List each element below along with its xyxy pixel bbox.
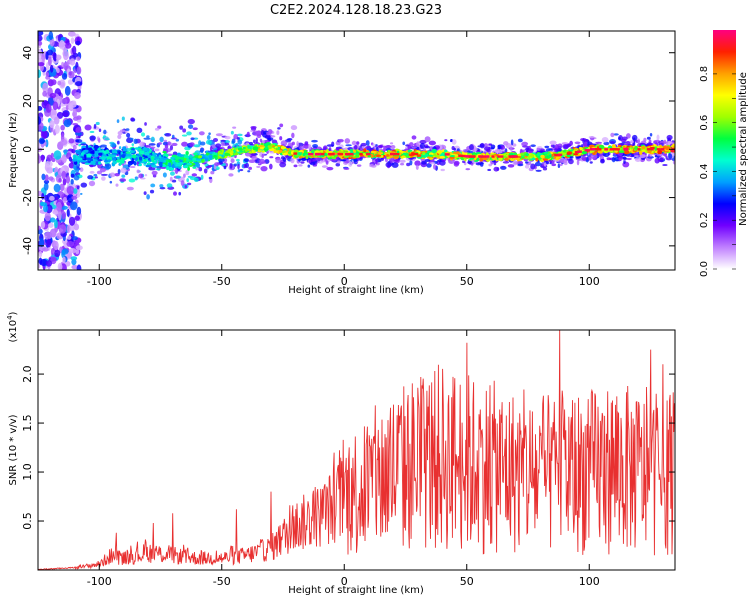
snr-y-tick-label: 1.0: [21, 463, 34, 481]
spectrogram-y-tick-label: 20: [21, 94, 34, 108]
spectrogram-y-tick-label: 40: [21, 46, 34, 60]
snr-ticks: -100 -50 0 50 100 0.5 1.0 1.5 2.0: [21, 330, 675, 588]
spectrogram-frame: [37, 30, 676, 271]
spectrogram-x-tick-label: 100: [579, 275, 600, 288]
snr-x-tick-label: -50: [213, 575, 231, 588]
snr-y-tick-label: 1.5: [21, 414, 34, 432]
snr-ylabel: SNR (10 * v/v): [8, 414, 19, 485]
colorbar-tick-label: 0.0: [699, 261, 710, 277]
colorbar-gradient: [713, 30, 736, 269]
spectrogram-heatmap: [38, 31, 675, 270]
colorbar-tick-label: 0.8: [699, 66, 710, 82]
snr-panel: -100 -50 0 50 100 0.5 1.0 1.5 2.0 Height of stra…: [6, 311, 676, 596]
colorbar-tick-label: 0.6: [699, 115, 710, 131]
snr-x-tick-label: 100: [579, 575, 600, 588]
spectrogram-panel: -100 -50 0 50 100 -40 -20 0 20 40 Height of strai…: [8, 30, 676, 296]
snr-y-tick-label: 2.0: [21, 365, 34, 383]
snr-xlabel: Height of straight line (km): [288, 585, 424, 596]
spectrogram-x-tick-label: 50: [460, 275, 474, 288]
spectrogram-x-tick-label: -50: [213, 275, 231, 288]
snr-x-tick-label: -100: [87, 575, 112, 588]
snr-x-tick-label: 0: [341, 575, 348, 588]
colorbar-ticks: 0.0 0.2 0.4 0.6 0.8: [699, 66, 736, 277]
snr-y-tick-label: 0.5: [21, 512, 34, 530]
spectrogram-x-tick-label: 0: [341, 275, 348, 288]
spectrogram-y-tick-label: -20: [21, 189, 34, 207]
spectrogram-y-tick-label: -40: [21, 237, 34, 255]
chart-title: C2E2.2024.128.18.23.G23: [270, 3, 442, 18]
colorbar-label: Normalized spectral amplitude: [738, 72, 749, 226]
colorbar: 0.0 0.2 0.4 0.6 0.8 Normalized spectral ampl…: [699, 30, 749, 277]
spectrogram-x-tick-label: -100: [87, 275, 112, 288]
spectrogram-ylabel: Frequency (Hz): [8, 112, 19, 188]
spectrogram-y-tick-label: 0: [21, 146, 34, 153]
snr-frame: [37, 329, 676, 571]
colorbar-tick-label: 0.2: [699, 212, 710, 228]
snr-series-line: [38, 330, 675, 570]
snr-scale-factor: (x104): [6, 311, 19, 342]
colorbar-tick-label: 0.4: [699, 163, 710, 179]
snr-x-tick-label: 50: [460, 575, 474, 588]
spectrogram-xlabel: Height of straight line (km): [288, 285, 424, 296]
spectrogram-ticks: -100 -50 0 50 100 -40 -20 0 20 40: [21, 31, 675, 288]
